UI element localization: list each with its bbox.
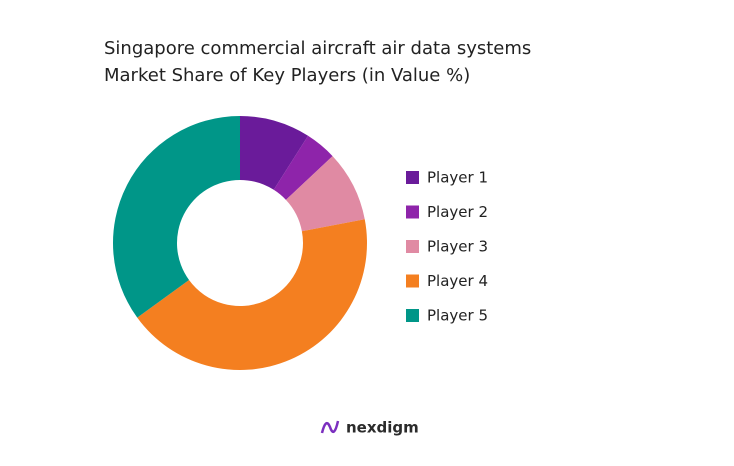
donut-slice xyxy=(285,156,365,232)
chart-title: Singapore commercial aircraft air data s… xyxy=(104,38,531,59)
legend-swatch xyxy=(406,240,419,253)
legend-swatch xyxy=(406,274,419,288)
legend-label: Player 1 xyxy=(427,169,488,187)
legend-label: Player 2 xyxy=(427,203,488,221)
chart-subtitle: Market Share of Key Players (in Value %) xyxy=(104,65,470,86)
legend-label: Player 3 xyxy=(427,238,488,256)
legend-swatch xyxy=(406,205,419,219)
donut-slice xyxy=(137,219,367,370)
logo-icon xyxy=(320,420,340,434)
legend-label: Player 5 xyxy=(427,307,488,325)
legend-swatch xyxy=(406,309,419,322)
legend-swatch xyxy=(406,171,419,184)
logo: nexdigm xyxy=(346,419,419,437)
legend-label: Player 4 xyxy=(427,272,488,290)
donut-slice xyxy=(113,116,240,318)
donut-slice xyxy=(240,116,309,190)
donut-slice xyxy=(273,135,333,200)
